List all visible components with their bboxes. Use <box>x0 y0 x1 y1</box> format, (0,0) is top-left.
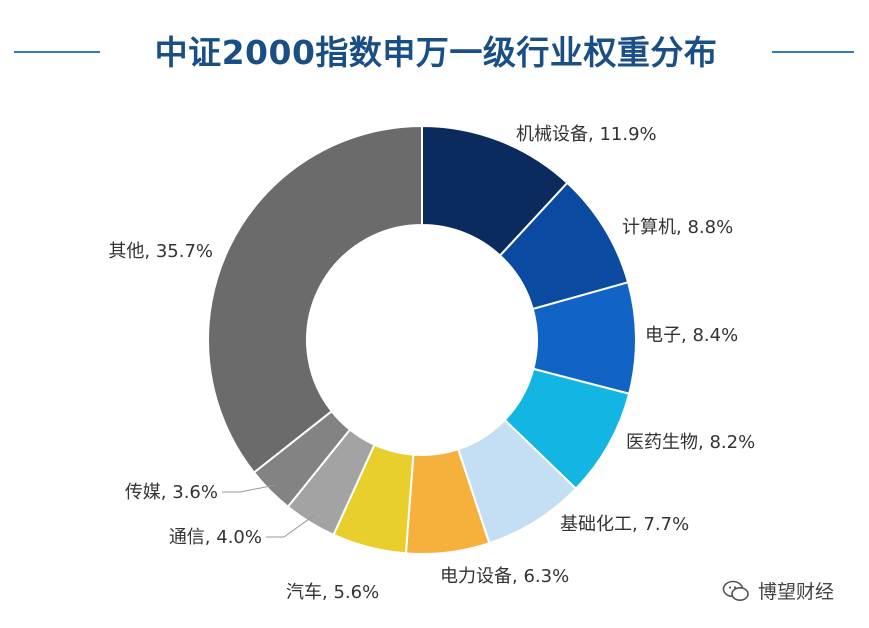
watermark: 博望财经 <box>722 577 834 604</box>
title-right-rule <box>772 51 854 53</box>
data-label-6: 电力设备, 6.3% <box>440 566 569 587</box>
slice-10 <box>207 124 423 474</box>
chart-title: 中证2000指数申万一级行业权重分布 <box>154 33 718 72</box>
wechat-icon <box>722 580 749 601</box>
data-label-2: 计算机, 8.8% <box>622 217 733 238</box>
data-label-4: 医药生物, 8.2% <box>626 432 755 453</box>
leader-line-9 <box>222 484 276 493</box>
data-label-3: 电子, 8.4% <box>645 325 738 346</box>
data-label-5: 基础化工, 7.7% <box>560 514 689 535</box>
leader-line-8 <box>266 515 315 538</box>
data-label-8: 通信, 4.0% <box>169 527 262 548</box>
data-label-1: 机械设备, 11.9% <box>516 124 657 145</box>
title-row: 中证2000指数申万一级行业权重分布 <box>0 22 869 78</box>
title-left-rule <box>14 51 100 53</box>
data-label-7: 汽车, 5.6% <box>286 582 379 603</box>
labels-group: 机械设备, 11.9% 计算机, 8.8% 电子, 8.4% 医药生物, 8.2% 基础… <box>108 124 755 603</box>
leader-lines-group <box>222 484 315 538</box>
data-label-10: 其他, 35.7% <box>108 241 213 262</box>
slices-group <box>207 124 637 555</box>
watermark-text: 博望财经 <box>758 581 835 603</box>
data-label-9: 传媒, 3.6% <box>125 482 218 503</box>
